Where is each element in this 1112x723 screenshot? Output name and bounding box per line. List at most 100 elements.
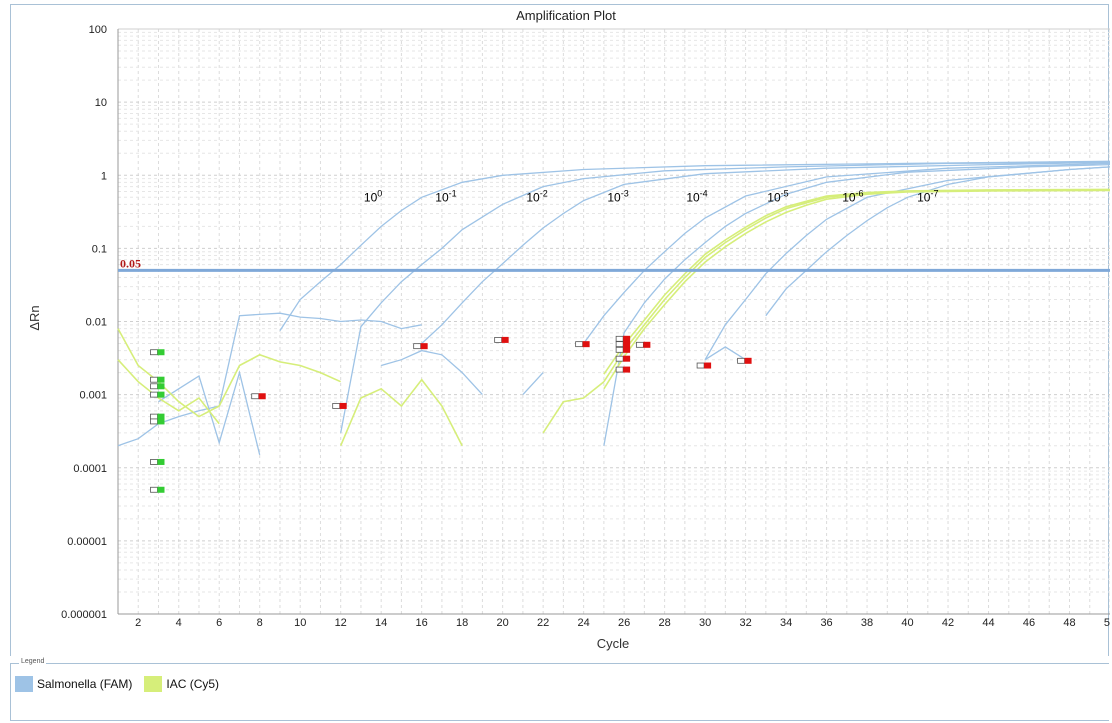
amplification-curve bbox=[522, 372, 544, 396]
ct-marker-outline bbox=[150, 413, 158, 420]
amplification-curve bbox=[542, 381, 605, 434]
ct-marker-outline bbox=[615, 346, 624, 353]
ct-marker bbox=[635, 341, 651, 348]
dilution-label: 10-7 bbox=[917, 188, 938, 204]
x-tick-label: 16 bbox=[416, 617, 428, 629]
ct-marker bbox=[737, 357, 752, 364]
ct-marker-fill bbox=[258, 393, 266, 400]
ct-markers bbox=[150, 335, 752, 493]
ct-marker-outline bbox=[150, 391, 158, 398]
ct-marker-outline bbox=[737, 357, 745, 364]
y-tick-label: 10 bbox=[95, 97, 107, 109]
legend-item-salmonella[interactable]: Salmonella (FAM) bbox=[15, 676, 132, 692]
x-tick-label: 30 bbox=[699, 617, 711, 629]
series-iac bbox=[117, 188, 1110, 447]
ct-marker-fill bbox=[157, 376, 165, 383]
ct-marker-fill bbox=[623, 346, 631, 353]
amplification-curves bbox=[117, 160, 1110, 456]
legend-label-salmonella: Salmonella (FAM) bbox=[37, 677, 133, 691]
ct-marker-fill bbox=[744, 357, 752, 364]
x-tick-label: 50 bbox=[1104, 617, 1110, 629]
amplification-curve bbox=[381, 349, 483, 396]
x-tick-label: 6 bbox=[216, 617, 222, 629]
amplification-curve bbox=[603, 189, 1110, 390]
ct-marker-outline bbox=[615, 335, 624, 342]
y-tick-label: 100 bbox=[89, 24, 107, 36]
ct-marker-outline bbox=[575, 341, 584, 348]
ct-marker-fill bbox=[582, 341, 590, 348]
ct-marker-fill bbox=[623, 341, 631, 348]
chart-frame: Amplification Plot 2 4 6 8 10 12 14 16 18 20 22 24 2… bbox=[10, 4, 1110, 656]
ct-marker-outline bbox=[635, 341, 644, 348]
x-tick-label: 34 bbox=[780, 617, 792, 629]
legend-swatch-salmonella bbox=[15, 676, 33, 692]
ct-marker-fill bbox=[157, 383, 165, 390]
x-tick-label: 32 bbox=[739, 617, 751, 629]
legend-swatch-iac bbox=[144, 676, 163, 692]
ct-marker-outline bbox=[150, 486, 158, 493]
y-tick-label: 0.0001 bbox=[73, 463, 107, 475]
amplification-curve bbox=[279, 160, 1110, 331]
dilution-label: 10-3 bbox=[607, 188, 628, 204]
ct-marker-fill bbox=[157, 458, 165, 465]
dilution-label: 10-5 bbox=[767, 188, 788, 204]
ct-marker-outline bbox=[150, 376, 158, 383]
amplification-curve bbox=[603, 189, 1110, 383]
axis-ticks: 2 4 6 8 10 12 14 16 18 20 22 24 26 28 30 32 34 36 38 40 42 44… bbox=[61, 24, 1110, 629]
x-tick-label: 40 bbox=[901, 617, 913, 629]
x-tick-label: 18 bbox=[456, 617, 468, 629]
ct-marker-outline bbox=[615, 366, 624, 373]
x-tick-label: 14 bbox=[375, 617, 387, 629]
ct-marker bbox=[615, 341, 631, 348]
legend-label-iac: IAC (Cy5) bbox=[166, 677, 220, 691]
ct-marker-fill bbox=[623, 355, 631, 362]
ct-marker-outline bbox=[150, 383, 158, 390]
ct-marker bbox=[413, 343, 428, 350]
ct-marker-outline bbox=[150, 349, 158, 356]
ct-marker-fill bbox=[157, 486, 165, 493]
dilution-label: 10-1 bbox=[435, 188, 456, 204]
amplification-curve bbox=[117, 328, 342, 418]
ct-marker-outline bbox=[150, 418, 158, 425]
x-tick-label: 22 bbox=[537, 617, 549, 629]
ct-marker bbox=[615, 335, 631, 342]
ct-marker-fill bbox=[501, 336, 509, 343]
ct-marker bbox=[615, 346, 631, 353]
ct-marker bbox=[696, 362, 712, 369]
x-tick-label: 36 bbox=[820, 617, 832, 629]
ct-marker bbox=[150, 418, 165, 425]
amplification-curve bbox=[765, 166, 1110, 317]
x-tick-label: 48 bbox=[1063, 617, 1075, 629]
legend-title: Legend bbox=[19, 658, 47, 665]
ct-marker-fill bbox=[420, 343, 428, 350]
x-tick-label: 24 bbox=[578, 617, 590, 629]
ct-marker-fill bbox=[157, 413, 165, 420]
x-axis-label: Cycle bbox=[597, 636, 630, 651]
ct-marker-outline bbox=[251, 393, 260, 400]
ct-marker bbox=[251, 393, 266, 400]
ct-marker-fill bbox=[704, 362, 712, 369]
x-tick-label: 38 bbox=[861, 617, 873, 629]
y-tick-label: 0.1 bbox=[92, 243, 107, 255]
x-tick-label: 2 bbox=[135, 617, 141, 629]
x-tick-label: 46 bbox=[1023, 617, 1035, 629]
dilution-label: 10-6 bbox=[842, 188, 863, 204]
y-tick-label: 0.01 bbox=[86, 317, 107, 329]
legend-items: Salmonella (FAM) IAC (Cy5) bbox=[15, 676, 219, 692]
ct-marker-outline bbox=[332, 403, 341, 409]
y-tick-label: 0.00001 bbox=[67, 536, 107, 548]
y-tick-label: 0.001 bbox=[79, 390, 107, 402]
ct-marker bbox=[150, 391, 165, 398]
y-tick-label: 0.000001 bbox=[61, 609, 107, 621]
ct-marker-outline bbox=[413, 343, 422, 350]
legend-item-iac[interactable]: IAC (Cy5) bbox=[144, 676, 219, 692]
amplification-curve bbox=[117, 359, 220, 425]
dilution-label: 100 bbox=[364, 188, 382, 204]
ct-marker bbox=[575, 341, 590, 348]
x-tick-label: 42 bbox=[942, 617, 954, 629]
ct-marker bbox=[615, 355, 631, 362]
ct-marker-fill bbox=[643, 341, 651, 348]
dilution-label: 10-4 bbox=[686, 188, 707, 204]
y-axis-label: ΔRn bbox=[27, 305, 42, 330]
x-tick-label: 44 bbox=[982, 617, 994, 629]
